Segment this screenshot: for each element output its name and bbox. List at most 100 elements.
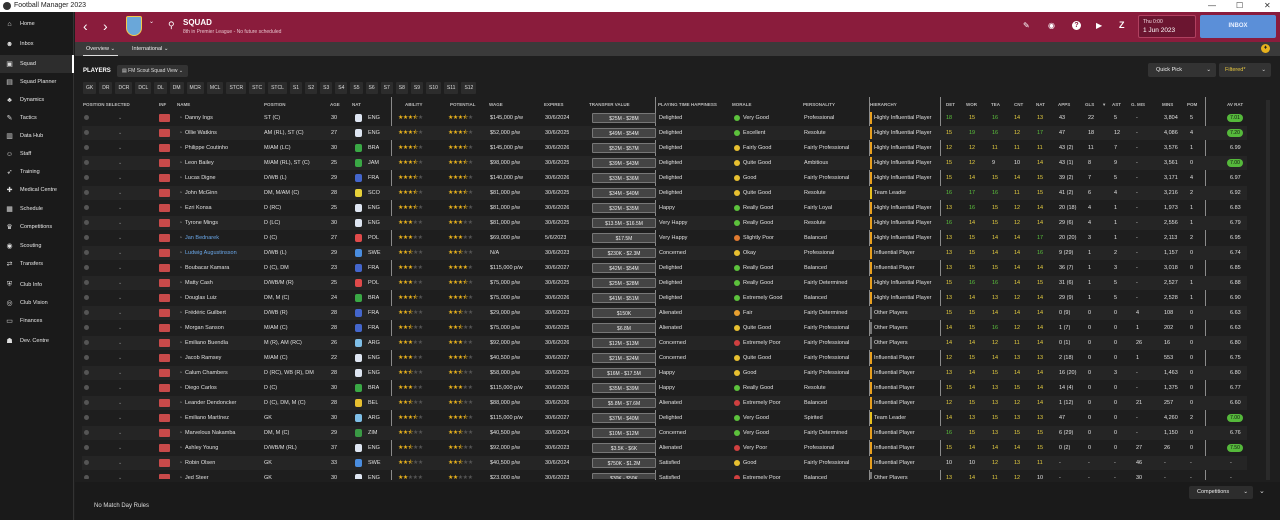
table-row[interactable]: ⌄ ◔ Matty Cash D/WB/M (R) 25 POL ★★★★★ ★★★⯪★ $75… [82,276,1247,290]
col-apps[interactable]: APPS [1058,102,1071,107]
search-icon[interactable]: ⚲ [168,20,175,30]
position-filter-dcr[interactable]: DCR [115,82,133,94]
position-dropdown-icon[interactable]: ⌄ [118,295,123,301]
position-dropdown-icon[interactable]: ⌄ [118,160,123,166]
col-gmis[interactable]: G. MIS [1131,102,1146,107]
position-filter-gk[interactable]: GK [83,82,97,94]
col-nat-attr[interactable]: NAT [1036,102,1045,107]
position-dropdown-icon[interactable]: ⌄ [118,310,123,316]
sidebar-item-competitions[interactable]: ♛ Competitions [0,218,74,236]
select-dot[interactable] [84,160,89,165]
select-dot[interactable] [84,355,89,360]
sidebar-item-squad-planner[interactable]: ▤ Squad Planner [0,73,74,91]
position-filter-s2[interactable]: S2 [305,82,318,94]
sidebar-item-dev-centre[interactable]: ☗ Dev. Centre [0,332,74,350]
select-dot[interactable] [84,400,89,405]
table-scrollbar[interactable] [1266,100,1270,480]
select-dot[interactable] [84,340,89,345]
select-dot[interactable] [84,310,89,315]
minimize-icon[interactable]: — [1208,1,1216,10]
position-filter-dl[interactable]: DL [154,82,167,94]
select-dot[interactable] [84,145,89,150]
table-row[interactable]: ⌄ ◔ Morgan Sanson M/AM (C) 28 FRA ★★⯪★★ ★★⯪★★ $7… [82,321,1247,335]
col-name[interactable]: NAME [177,102,191,107]
col-morale[interactable]: MORALE [732,102,752,107]
player-name[interactable]: Douglas Luiz [185,295,217,301]
player-name[interactable]: Ashley Young [185,445,219,451]
select-dot[interactable] [84,175,89,180]
table-row[interactable]: ⌄ ◔ Ludwig Augustinsson D/WB (L) 29 SWE ★★⯪★★ ★… [82,246,1247,260]
position-filter-s11[interactable]: S11 [443,82,459,94]
player-name[interactable]: Matty Cash [185,280,213,286]
position-dropdown-icon[interactable]: ⌄ [118,430,123,436]
club-chevron-icon[interactable]: ⌄ [149,19,155,25]
table-row[interactable]: ⌄ ◔ Ollie Watkins AM (RL), ST (C) 27 ENG ★★★⯪★… [82,126,1247,140]
player-name[interactable]: Frédéric Guilbert [185,310,226,316]
video-icon[interactable]: ▶ [1096,21,1103,30]
sidebar-item-club-info[interactable]: ⛨ Club Info [0,276,74,294]
position-dropdown-icon[interactable]: ⌄ [118,250,123,256]
table-row[interactable]: ⌄ ◔ Jan Bednarek D (C) 27 POL ★★★★★ ★★★★★ $69,00… [82,231,1247,245]
player-name[interactable]: Jan Bednarek [185,235,219,241]
table-row[interactable]: ⌄ ◔ Ashley Young D/WB/M (RL) 37 ENG ★★⯪★★ ★★⯪★★… [82,441,1247,455]
col-tea[interactable]: TEA [991,102,1000,107]
sidebar-item-transfers[interactable]: ⇄ Transfers [0,255,74,273]
position-filter-s4[interactable]: S4 [335,82,348,94]
position-dropdown-icon[interactable]: ⌄ [118,355,123,361]
sidebar-item-home[interactable]: ⌂ Home [0,15,74,33]
select-dot[interactable] [84,370,89,375]
player-name[interactable]: Danny Ings [185,115,213,121]
table-row[interactable]: ⌄ ◔ John McGinn DM, M/AM (C) 28 SCO ★★★⯪★ ★★★⯪★… [82,186,1247,200]
sidebar-item-staff[interactable]: ☺ Staff [0,145,74,163]
filter-button[interactable]: Filtered* ⌄ [1219,63,1271,77]
expand-icon[interactable]: ⌄ [1259,488,1265,495]
player-name[interactable]: John McGinn [185,190,218,196]
player-name[interactable]: Ollie Watkins [185,130,217,136]
select-dot[interactable] [84,415,89,420]
select-dot[interactable] [84,220,89,225]
player-name[interactable]: Leon Bailey [185,160,214,166]
notification-icon[interactable]: ♦ [1261,44,1270,53]
position-dropdown-icon[interactable]: ⌄ [118,130,123,136]
select-dot[interactable] [84,250,89,255]
position-dropdown-icon[interactable]: ⌄ [118,235,123,241]
col-av-rat[interactable]: AV RAT [1227,102,1244,107]
sidebar-item-tactics[interactable]: ✎ Tactics [0,109,74,127]
date-box[interactable]: Thu 0:00 1 Jun 2023 [1138,15,1196,38]
table-row[interactable]: ⌄ ◔ Philippe Coutinho M/AM (LC) 30 BRA ★★★⯪★ ★★… [82,141,1247,155]
select-dot[interactable] [84,295,89,300]
sidebar-item-schedule[interactable]: ▦ Schedule [0,200,74,218]
inbox-button[interactable]: INBOX [1200,15,1276,38]
position-filter-dcl[interactable]: DCL [135,82,152,94]
player-name[interactable]: Diego Carlos [185,385,217,391]
select-dot[interactable] [84,460,89,465]
table-row[interactable]: ⌄ ◔ Emiliano Martínez GK 30 ARG ★★★⯪★ ★★★⯪★ $115… [82,411,1247,425]
table-row[interactable]: ⌄ ◔ Jacob Ramsey M/AM (C) 22 ENG ★★★★★ ★★★⯪★ $40… [82,351,1247,365]
col-ability[interactable]: ABILITY [405,102,423,107]
player-name[interactable]: Morgan Sanson [185,325,224,331]
col-position[interactable]: POSITION [264,102,286,107]
position-dropdown-icon[interactable]: ⌄ [118,115,123,121]
tab-overview[interactable]: Overview ⌄ [83,42,119,56]
select-dot[interactable] [84,205,89,210]
table-row[interactable]: ⌄ ◔ Ezri Konsa D (RC) 25 ENG ★★★⯪★ ★★★⯪★ $81,000… [82,201,1247,215]
position-dropdown-icon[interactable]: ⌄ [118,400,123,406]
position-dropdown-icon[interactable]: ⌄ [118,190,123,196]
table-row[interactable]: ⌄ ◔ Calum Chambers D (RC), WB (R), DM 28 ENG ★… [82,366,1247,380]
player-name[interactable]: Marvelous Nakamba [185,430,236,436]
position-dropdown-icon[interactable]: ⌄ [118,340,123,346]
col-wor[interactable]: WOR [966,102,977,107]
player-name[interactable]: Tyrone Mings [185,220,219,226]
sidebar-item-squad[interactable]: ▣ Squad [0,55,74,73]
col-mins[interactable]: MINS [1162,102,1174,107]
position-filter-s12[interactable]: S12 [461,82,477,94]
table-row[interactable]: ⌄ ◔ Diego Carlos D (C) 30 BRA ★★★★★ ★★★★★ $115,0… [82,381,1247,395]
position-filter-s5[interactable]: S5 [350,82,363,94]
player-name[interactable]: Ezri Konsa [185,205,212,211]
position-dropdown-icon[interactable]: ⌄ [118,385,123,391]
maximize-icon[interactable]: ☐ [1236,1,1244,10]
position-filter-s10[interactable]: S10 [426,82,441,94]
select-dot[interactable] [84,325,89,330]
position-dropdown-icon[interactable]: ⌄ [118,460,123,466]
table-row[interactable]: ⌄ ◔ Emiliano Buendía M (R), AM (RC) 26 ARG ★★★… [82,336,1247,350]
